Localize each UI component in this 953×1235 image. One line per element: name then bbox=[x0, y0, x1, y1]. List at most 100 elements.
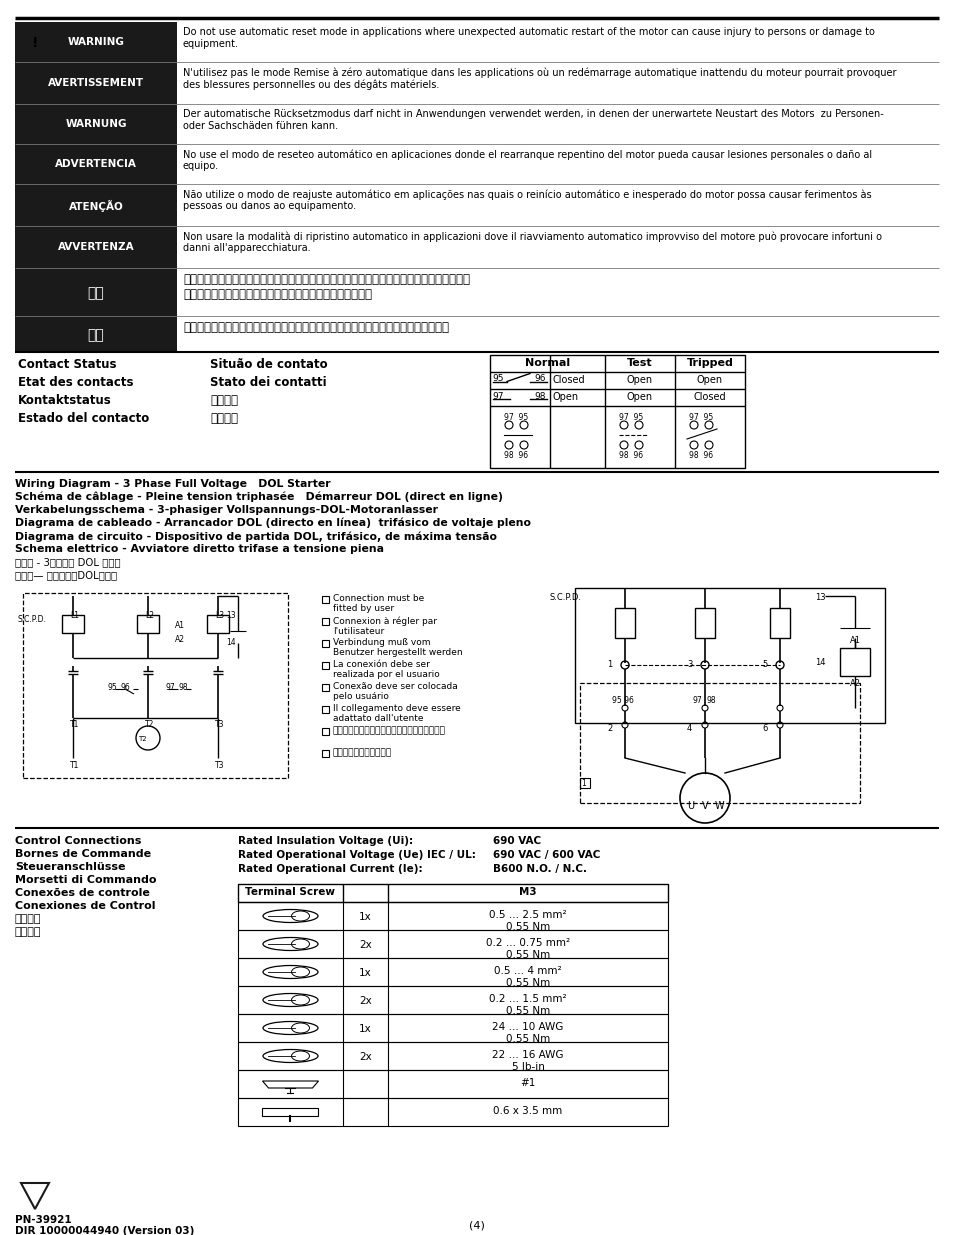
Text: T3: T3 bbox=[214, 720, 224, 729]
Bar bbox=[322, 706, 329, 713]
Text: 98: 98 bbox=[179, 683, 189, 692]
Text: Diagrama de cableado - Arrancador DOL (directo en línea)  trifásico de voltaje p: Diagrama de cableado - Arrancador DOL (d… bbox=[15, 517, 531, 529]
Text: T3: T3 bbox=[214, 761, 224, 769]
Text: Morsetti di Commando: Morsetti di Commando bbox=[15, 876, 156, 885]
Text: U: U bbox=[687, 802, 694, 811]
Bar bbox=[322, 750, 329, 757]
Bar bbox=[237, 986, 667, 1014]
Text: Open: Open bbox=[697, 375, 722, 385]
Text: Closed: Closed bbox=[693, 391, 725, 403]
Text: 98: 98 bbox=[706, 697, 716, 705]
Text: Schéma de câblage - Pleine tension triphasée   Démarreur DOL (direct en ligne): Schéma de câblage - Pleine tension triph… bbox=[15, 492, 502, 503]
Text: !: ! bbox=[31, 36, 38, 49]
Bar bbox=[237, 884, 667, 902]
Text: 97  95: 97 95 bbox=[618, 412, 642, 422]
Text: 2x: 2x bbox=[358, 1052, 372, 1062]
Text: 在马达突然自动再起动可能导致人员伤害或设备损坏的地方，切勿采用自动复原模态。: 在马达突然自动再起动可能导致人员伤害或设备损坏的地方，切勿采用自动复原模态。 bbox=[183, 321, 449, 333]
Text: #1: #1 bbox=[519, 1078, 536, 1088]
Text: ADVERTENCIA: ADVERTENCIA bbox=[55, 159, 137, 169]
Text: 2x: 2x bbox=[358, 995, 372, 1007]
Text: 制御接続: 制御接続 bbox=[15, 914, 42, 924]
Text: 97  95: 97 95 bbox=[688, 412, 713, 422]
Bar bbox=[490, 354, 744, 468]
Text: WARNING: WARNING bbox=[68, 37, 124, 47]
Text: Estado del contacto: Estado del contacto bbox=[18, 412, 149, 425]
Text: Closed: Closed bbox=[553, 375, 585, 385]
Text: PN-39921: PN-39921 bbox=[15, 1215, 71, 1225]
Text: Contact Status: Contact Status bbox=[18, 358, 116, 370]
Text: S.C.P.D.: S.C.P.D. bbox=[18, 615, 47, 624]
Text: Stato dei contatti: Stato dei contatti bbox=[210, 375, 326, 389]
Text: B600 N.O. / N.C.: B600 N.O. / N.C. bbox=[493, 864, 586, 874]
Bar bbox=[322, 640, 329, 647]
Text: La conexión debe ser
realizada por el usuario: La conexión debe ser realizada por el us… bbox=[333, 659, 439, 679]
Text: 14: 14 bbox=[226, 638, 235, 647]
Text: Terminal Screw: Terminal Screw bbox=[245, 887, 335, 897]
Text: 0.2 … 1.5 mm²
0.55 Nm: 0.2 … 1.5 mm² 0.55 Nm bbox=[489, 994, 566, 1015]
Text: 13: 13 bbox=[814, 593, 824, 601]
Text: ATENÇÃO: ATENÇÃO bbox=[69, 200, 123, 212]
Bar bbox=[575, 588, 884, 722]
Text: 95: 95 bbox=[492, 374, 503, 383]
Text: Verkabelungsschema - 3-phasiger Vollspannungs-DOL-Motoranlasser: Verkabelungsschema - 3-phasiger Vollspan… bbox=[15, 505, 437, 515]
Text: Conexão deve ser colocada
pelo usuário: Conexão deve ser colocada pelo usuário bbox=[333, 682, 457, 701]
Bar bbox=[322, 662, 329, 669]
Text: Conexões de controle: Conexões de controle bbox=[15, 888, 150, 898]
Text: 1x: 1x bbox=[358, 1024, 372, 1034]
Text: T1: T1 bbox=[70, 720, 79, 729]
Text: L2: L2 bbox=[145, 611, 153, 620]
Text: 配线图— 二相全电压DOL起动器: 配线图— 二相全电压DOL起动器 bbox=[15, 571, 117, 580]
Text: WARNUNG: WARNUNG bbox=[65, 119, 127, 128]
Text: 98  96: 98 96 bbox=[618, 451, 642, 459]
Text: Conexiones de Control: Conexiones de Control bbox=[15, 902, 155, 911]
Text: 4: 4 bbox=[686, 724, 692, 734]
Text: Etat des contacts: Etat des contacts bbox=[18, 375, 133, 389]
Text: Der automatische Rücksetzmodus darf nicht in Anwendungen verwendet werden, in de: Der automatische Rücksetzmodus darf nich… bbox=[183, 109, 882, 131]
Text: 97: 97 bbox=[492, 391, 503, 401]
Text: W: W bbox=[714, 802, 723, 811]
Text: Test: Test bbox=[626, 358, 652, 368]
Text: Kontaktstatus: Kontaktstatus bbox=[18, 394, 112, 408]
Text: 0.5 … 2.5 mm²
0.55 Nm: 0.5 … 2.5 mm² 0.55 Nm bbox=[489, 910, 566, 931]
Text: 97: 97 bbox=[692, 697, 702, 705]
Text: 690 VAC / 600 VAC: 690 VAC / 600 VAC bbox=[493, 850, 599, 860]
Bar bbox=[615, 608, 635, 638]
Text: 5: 5 bbox=[761, 659, 766, 669]
Bar bbox=[695, 608, 714, 638]
Text: T1: T1 bbox=[70, 761, 79, 769]
Bar bbox=[23, 593, 288, 778]
Text: Diagrama de circuito - Dispositivo de partida DOL, trifásico, de máxima tensão: Diagrama de circuito - Dispositivo de pa… bbox=[15, 531, 497, 541]
Text: Não utilize o modo de reajuste automático em aplicações nas quais o reinício aut: Não utilize o modo de reajuste automátic… bbox=[183, 189, 871, 211]
Text: Open: Open bbox=[626, 391, 653, 403]
Text: Connexion à régler par
l'utilisateur: Connexion à régler par l'utilisateur bbox=[333, 616, 436, 636]
Bar bbox=[237, 958, 667, 986]
Bar bbox=[207, 615, 229, 634]
Bar bbox=[579, 778, 589, 788]
Text: L3: L3 bbox=[214, 611, 224, 620]
Text: 95 96: 95 96 bbox=[612, 697, 633, 705]
Text: (4): (4) bbox=[469, 1220, 484, 1230]
Text: 96: 96 bbox=[534, 374, 545, 383]
Text: 2: 2 bbox=[606, 724, 612, 734]
Text: 6: 6 bbox=[761, 724, 766, 734]
Text: 0.2 … 0.75 mm²
0.55 Nm: 0.2 … 0.75 mm² 0.55 Nm bbox=[485, 939, 570, 960]
Text: 98  96: 98 96 bbox=[503, 451, 528, 459]
Text: Rated Operational Voltage (Ue) IEC / UL:: Rated Operational Voltage (Ue) IEC / UL: bbox=[237, 850, 476, 860]
Text: S.C.P.D.: S.C.P.D. bbox=[550, 593, 581, 601]
Bar bbox=[237, 902, 667, 930]
Text: Bornes de Commande: Bornes de Commande bbox=[15, 848, 151, 860]
Text: 接続部はユーザー側で取付けるものとします。: 接続部はユーザー側で取付けるものとします。 bbox=[333, 726, 445, 735]
Text: 98: 98 bbox=[534, 391, 545, 401]
Bar bbox=[322, 727, 329, 735]
Text: No use el modo de reseteo automático en aplicaciones donde el rearranque repenti: No use el modo de reseteo automático en … bbox=[183, 149, 871, 172]
Text: 2x: 2x bbox=[358, 940, 372, 950]
Text: A1: A1 bbox=[174, 621, 185, 630]
Text: Rated Insulation Voltage (Ui):: Rated Insulation Voltage (Ui): bbox=[237, 836, 413, 846]
Text: Normal: Normal bbox=[524, 358, 570, 368]
Text: Non usare la modalità di ripristino automatico in applicazioni dove il riavviame: Non usare la modalità di ripristino auto… bbox=[183, 231, 882, 253]
Bar bbox=[62, 615, 84, 634]
Text: Rated Operational Current (Ie):: Rated Operational Current (Ie): bbox=[237, 864, 422, 874]
Text: 95: 95 bbox=[108, 683, 117, 692]
Bar bbox=[237, 1042, 667, 1070]
Text: 13: 13 bbox=[226, 611, 235, 620]
